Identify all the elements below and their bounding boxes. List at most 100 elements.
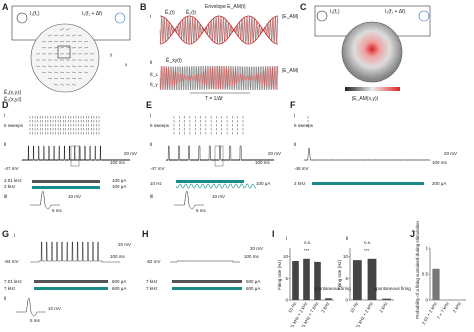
sub-label: ii — [4, 142, 6, 148]
scale-label: 10 mV — [68, 194, 81, 199]
membrane-potential: -64 mV — [4, 259, 19, 264]
scale-label: 5 ms — [30, 318, 41, 323]
stim-label: 7.01 kHz — [4, 279, 23, 284]
annotation: |E_AM| — [282, 14, 298, 20]
stim-label: 10 Hz — [150, 181, 163, 186]
panel-letter: D — [2, 100, 9, 110]
bar — [303, 259, 310, 300]
stim-label: 600 μA — [112, 279, 126, 284]
panel-letter: E — [146, 100, 152, 110]
stim-bar — [34, 287, 108, 290]
annotation: Ê₁(t) — [165, 8, 175, 16]
scale-label: 100 ms — [432, 160, 448, 165]
axis-label: Ê_y — [150, 80, 159, 87]
stim-label: 100 μA — [112, 184, 126, 189]
scale-label: 20 mV — [118, 242, 131, 247]
membrane-potential: -47 mV — [4, 166, 19, 171]
significance: n.s. — [304, 240, 311, 245]
axis-title: Firing rate (Hz) — [277, 260, 282, 291]
sub-label: i — [150, 113, 151, 119]
stim-bar — [172, 280, 242, 283]
stim-bar — [172, 287, 242, 290]
stim-bar — [176, 180, 244, 183]
stim-label: 2.01 kHz — [4, 178, 23, 183]
membrane-potential: -47 mV — [150, 166, 165, 171]
sub-label: i — [14, 233, 15, 239]
stim-label: 600 μA — [246, 286, 260, 291]
significance: n.s. — [364, 240, 371, 245]
scale-label: 10 mV — [212, 194, 225, 199]
annotation: Ê₂(t) — [186, 8, 196, 16]
sub-label: ii — [150, 60, 152, 66]
stim-label: 2 kHz — [294, 181, 306, 186]
bar — [314, 262, 321, 300]
sub-label: iii — [150, 194, 153, 200]
annotation: 5 sweeps — [150, 123, 170, 128]
scale-label: 5 ms — [52, 208, 63, 213]
stim-label: 100 μA — [256, 181, 270, 186]
legend-label: Ê₁(x,y,t) — [4, 88, 21, 96]
annotation: Ê_xy(t) — [166, 56, 182, 64]
stim-label: 7 kHz — [146, 286, 158, 291]
annotation: |E_AM| — [282, 68, 298, 74]
panel-letter: I — [272, 229, 275, 239]
sub-label: ii — [4, 296, 6, 302]
stim-label: 200 μA — [432, 181, 446, 186]
y-tick-label: 10 — [343, 254, 349, 259]
scale-label: 100 ms — [110, 254, 126, 259]
source-label: I₁(f₁) — [30, 11, 40, 17]
annotation: spontaneous firing — [374, 286, 411, 291]
panel-letter: B — [140, 2, 147, 12]
source-label: I₁(f₁) — [330, 9, 340, 15]
stim-bar — [34, 280, 108, 283]
sub-label: i — [286, 236, 287, 242]
sub-label: ii — [294, 142, 296, 148]
scale-label: 5 ms — [196, 208, 207, 213]
panel-letter: A — [2, 2, 9, 12]
stim-label: 2 kHz — [4, 184, 16, 189]
scale-label: 20 mV — [124, 151, 137, 156]
bar — [325, 298, 332, 300]
sub-label: ii — [150, 142, 152, 148]
y-tick-label: 10 — [283, 254, 289, 259]
stim-bar — [32, 186, 100, 189]
axis-label: Ê_x — [150, 70, 159, 77]
annotation: Envelope E_AM(t) — [205, 4, 246, 10]
scale-label: 20 mV — [268, 151, 281, 156]
scale-label: 20 mV — [250, 246, 263, 251]
bar — [432, 269, 439, 300]
membrane-potential: -62 mV — [146, 259, 161, 264]
membrane-potential: -48 mV — [294, 166, 309, 171]
source-label: I₂(f₁ + Δf) — [82, 11, 102, 17]
stim-bar — [32, 180, 100, 183]
annotation: spontaneous firing — [314, 286, 351, 291]
scale-label: 20 mV — [444, 151, 457, 156]
panel-letter: G — [2, 229, 9, 239]
significance: *** — [364, 248, 370, 253]
stim-label: 7 kHz — [146, 279, 158, 284]
source-label: I₂(f₁ + Δf) — [385, 9, 405, 15]
panel-letter: F — [290, 100, 296, 110]
stim-bar — [312, 182, 424, 185]
bar — [382, 299, 391, 300]
panel-letter: H — [142, 229, 149, 239]
stim-label: 600 μA — [246, 279, 260, 284]
sub-label: ii — [346, 236, 348, 242]
panel-letter: C — [300, 2, 307, 12]
colorbar-label: |E_AM(x,y)| — [352, 96, 378, 102]
y-tick-label: 0.5 — [422, 272, 429, 277]
significance: *** — [304, 248, 310, 253]
bar — [292, 261, 299, 300]
sub-label: i — [4, 113, 5, 119]
annotation: 5 sweeps — [294, 123, 314, 128]
axis-title: Probability of a firing sustained during… — [415, 221, 420, 319]
stim-label: 100 μA — [112, 178, 126, 183]
stim-label: 7 kHz — [4, 286, 16, 291]
scale-label: 10 mV — [48, 306, 61, 311]
sub-label: i — [294, 113, 295, 119]
sub-label: iii — [4, 194, 7, 200]
stim-label: 600 μA — [112, 286, 126, 291]
sub-label: i — [150, 14, 151, 20]
bar — [353, 260, 362, 300]
